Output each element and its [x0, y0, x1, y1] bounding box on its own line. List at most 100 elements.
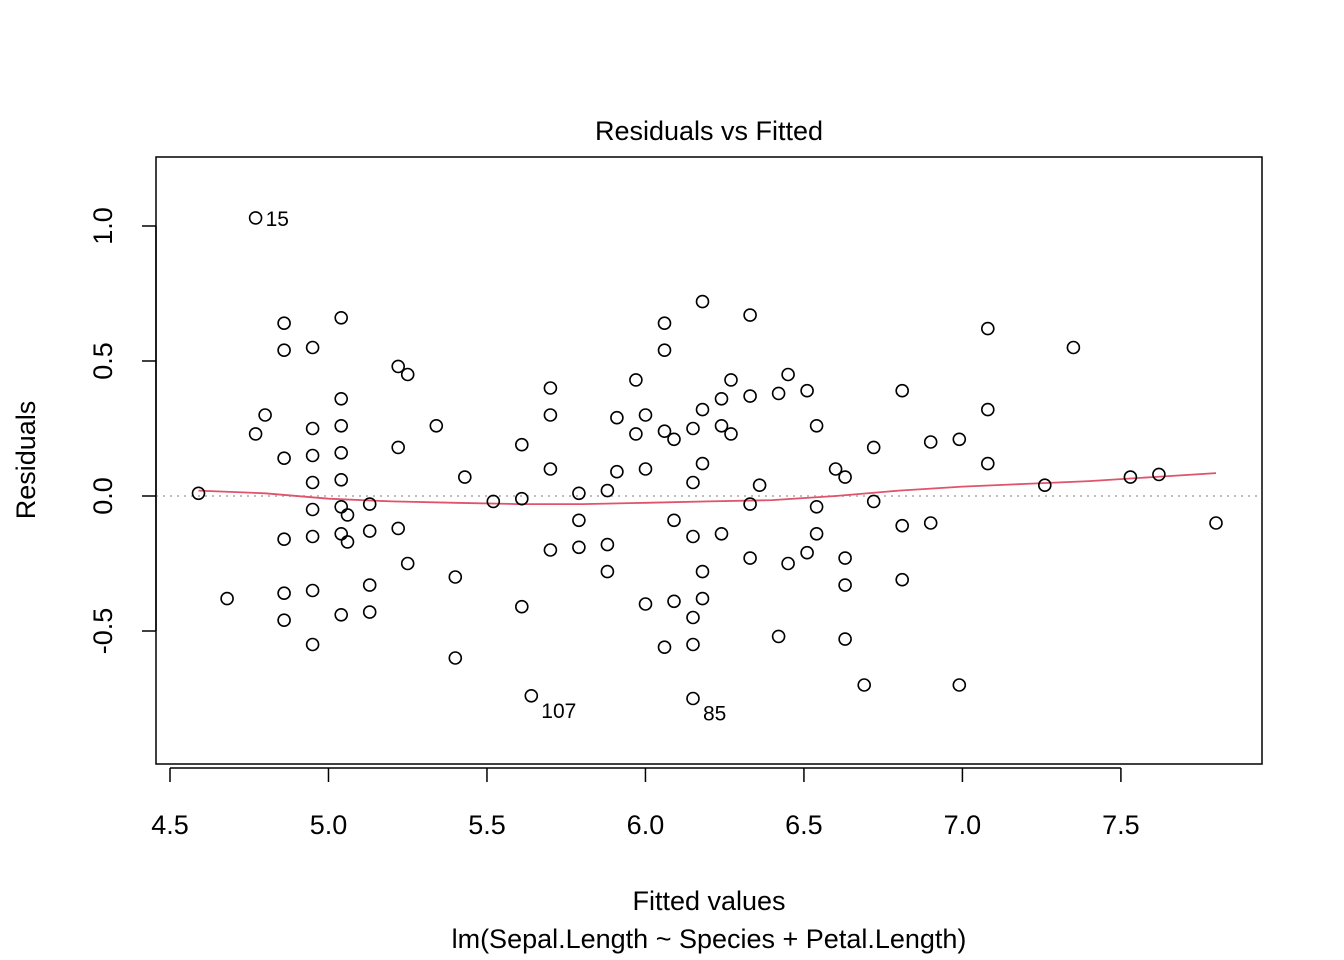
x-tick-label: 7.5	[1102, 810, 1140, 840]
data-point	[686, 529, 700, 544]
data-point	[610, 410, 624, 425]
data-point	[724, 373, 738, 387]
data-point	[340, 508, 355, 522]
data-point	[334, 445, 349, 460]
x-axis: 4.5 5.0 5.5 6.0 6.5 7.0 7.5	[151, 767, 1140, 840]
y-tick-label: 0.5	[88, 342, 118, 380]
data-point	[781, 367, 795, 382]
data-point	[809, 499, 824, 514]
data-point	[1066, 340, 1081, 355]
data-point	[305, 475, 320, 490]
data-point	[543, 408, 558, 422]
data-point	[686, 637, 700, 652]
data-point	[866, 494, 881, 509]
data-point	[248, 427, 263, 441]
data-point	[771, 629, 786, 644]
data-point	[277, 532, 291, 547]
data-point	[695, 456, 710, 471]
data-point	[334, 499, 349, 514]
data-point	[600, 483, 615, 498]
data-point	[277, 586, 291, 601]
data-point	[838, 632, 852, 646]
data-point	[667, 513, 681, 528]
data-point	[714, 418, 729, 433]
points-layer	[191, 211, 1223, 706]
data-point	[1123, 470, 1138, 484]
data-point	[686, 691, 700, 706]
data-point	[486, 494, 501, 509]
data-point	[923, 435, 938, 449]
x-tick-label: 6.5	[785, 810, 823, 840]
data-point	[980, 456, 995, 471]
data-point	[952, 432, 967, 447]
data-point	[838, 551, 852, 565]
data-point	[724, 427, 738, 441]
data-point	[277, 343, 291, 358]
data-point	[657, 424, 672, 439]
data-point	[305, 448, 320, 463]
data-point	[800, 383, 814, 398]
data-point	[340, 535, 355, 549]
data-point	[866, 440, 881, 455]
data-point	[1209, 516, 1223, 530]
y-tick-label: -0.5	[88, 608, 118, 655]
data-point	[572, 486, 586, 501]
data-point	[695, 564, 710, 579]
outlier-label: 107	[541, 700, 576, 723]
data-point	[686, 610, 700, 625]
data-point	[305, 421, 320, 436]
x-axis-label: Fitted values	[632, 886, 785, 916]
data-point	[923, 516, 938, 530]
data-point	[305, 583, 320, 598]
data-point	[448, 651, 463, 665]
data-point	[457, 470, 472, 484]
data-point	[334, 310, 349, 325]
data-point	[391, 440, 406, 455]
x-tick-label: 5.5	[468, 810, 506, 840]
data-point	[638, 597, 653, 611]
data-point	[305, 637, 320, 652]
data-point	[895, 518, 910, 533]
data-point	[743, 389, 757, 403]
data-point	[638, 408, 653, 422]
data-point	[391, 359, 406, 374]
smoother-line	[198, 472, 1217, 506]
data-point	[400, 367, 415, 382]
data-point	[391, 521, 406, 536]
data-point	[305, 340, 320, 355]
data-point	[695, 294, 710, 309]
data-point	[543, 462, 558, 476]
data-point	[686, 475, 700, 490]
y-axis-label: Residuals	[11, 401, 41, 520]
data-point	[248, 211, 263, 225]
y-tick-label: 1.0	[88, 207, 118, 245]
data-point	[838, 578, 852, 592]
data-point	[743, 497, 757, 511]
data-point	[362, 524, 377, 538]
data-point	[980, 321, 995, 336]
data-point	[743, 551, 757, 565]
data-point	[572, 540, 586, 555]
data-point	[1152, 467, 1166, 482]
data-point	[714, 391, 729, 406]
data-point	[629, 427, 643, 441]
data-point	[629, 373, 643, 387]
data-point	[1038, 478, 1052, 493]
data-point	[514, 491, 529, 506]
data-point	[600, 564, 615, 579]
data-point	[220, 591, 234, 606]
data-point	[514, 437, 529, 452]
data-point	[800, 545, 814, 560]
data-point	[429, 418, 444, 433]
data-point	[258, 408, 272, 422]
data-point	[514, 599, 529, 614]
data-point	[686, 421, 700, 436]
x-tick-label: 5.0	[310, 810, 348, 840]
outlier-label: 85	[703, 703, 726, 726]
data-point	[695, 591, 710, 606]
data-point	[448, 570, 463, 584]
data-point	[334, 472, 349, 487]
data-point	[657, 343, 672, 358]
data-point	[781, 556, 795, 571]
